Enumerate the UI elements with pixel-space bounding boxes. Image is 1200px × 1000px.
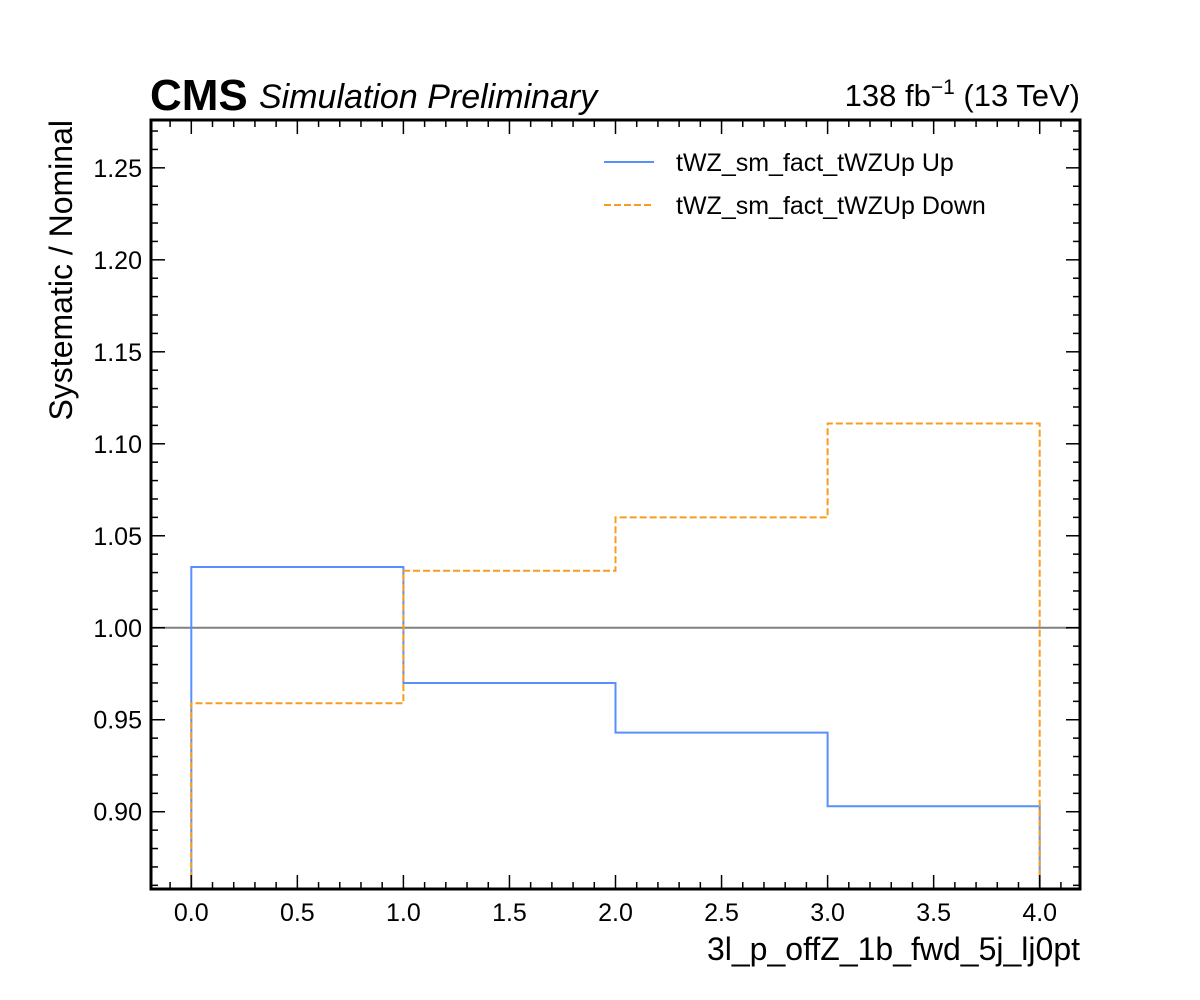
series-line-1 <box>190 566 1041 889</box>
x-tick-label: 3.5 <box>916 899 951 927</box>
x-tick-label: 1.5 <box>492 899 527 927</box>
legend-entry-label: tWZ_sm_fact_tWZUp Down <box>676 192 986 220</box>
lumi-label: 138 fb−1 (13 TeV) <box>845 76 1080 113</box>
x-tick-label: 2.0 <box>598 899 633 927</box>
experiment-label: Simulation Preliminary <box>259 78 599 116</box>
y-axis-label: Systematic / Nominal <box>43 120 79 421</box>
y-tick-label: 0.95 <box>93 707 142 735</box>
lumi-energy: (13 TeV) <box>955 78 1080 113</box>
series-line-2 <box>190 422 1041 889</box>
x-tick-label: 3.0 <box>810 899 845 927</box>
y-tick-label: 1.25 <box>93 155 142 183</box>
y-tick-label: 1.00 <box>93 615 142 643</box>
axis-ticks <box>151 120 1080 889</box>
plot-area <box>151 422 1080 889</box>
x-tick-label: 4.0 <box>1022 899 1057 927</box>
x-axis-label: 3l_p_offZ_1b_fwd_5j_lj0pt <box>707 931 1080 967</box>
y-tick-label: 1.15 <box>93 339 142 367</box>
y-tick-label: 1.10 <box>93 431 142 459</box>
y-tick-label: 0.90 <box>93 799 142 827</box>
lumi-value: 138 fb <box>845 78 931 113</box>
x-tick-label: 2.5 <box>704 899 739 927</box>
x-tick-label: 1.0 <box>386 899 421 927</box>
lumi-exponent: −1 <box>931 76 955 99</box>
axis-tick-labels: 0.0 0.5 1.0 1.5 2.0 2.5 3.0 3.5 4.0 0.90 0.95 1.00 1… <box>93 155 1057 927</box>
plot-frame <box>149 118 1082 891</box>
cms-label: CMS <box>150 71 248 120</box>
legend: tWZ_sm_fact_tWZUp Up tWZ_sm_fact_tWZUp Do… <box>604 149 986 220</box>
y-tick-label: 1.20 <box>93 247 142 275</box>
legend-entry-label: tWZ_sm_fact_tWZUp Up <box>676 149 954 177</box>
y-tick-label: 1.05 <box>93 523 142 551</box>
x-tick-label: 0.5 <box>280 899 315 927</box>
x-tick-label: 0.0 <box>174 899 209 927</box>
